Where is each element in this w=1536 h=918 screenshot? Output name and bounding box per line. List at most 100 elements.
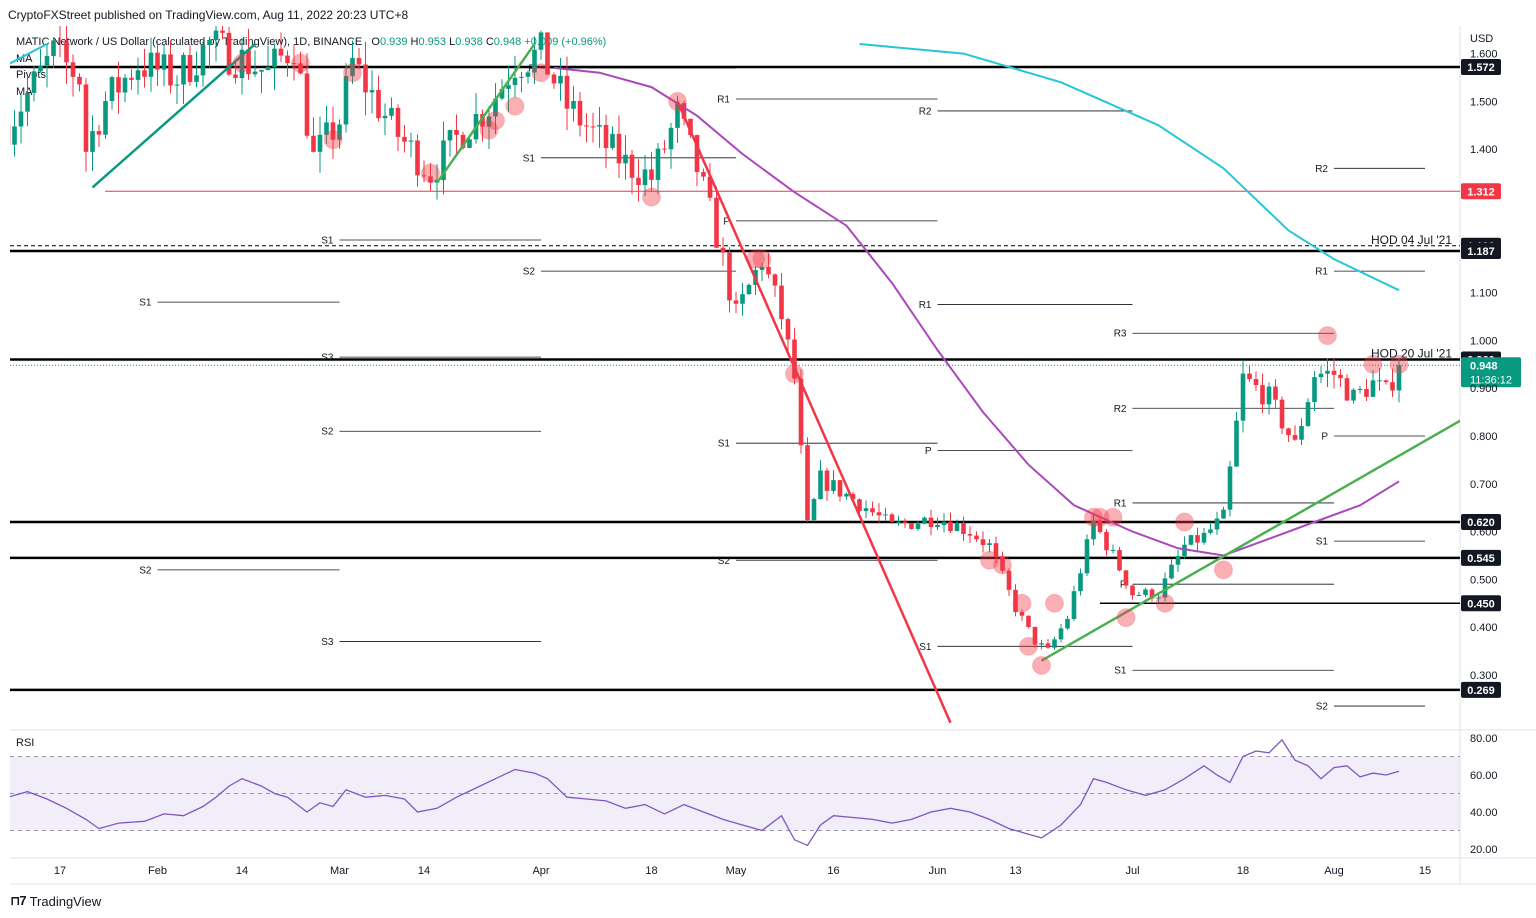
key-level-tag — [1461, 58, 1501, 75]
pivot-label: R2 — [1315, 164, 1328, 175]
candle — [928, 509, 934, 536]
candle — [714, 186, 719, 249]
candle-body — [161, 54, 167, 70]
time-tick-label: 18 — [645, 865, 657, 877]
candle-body — [70, 62, 76, 77]
rsi-label: RSI — [16, 737, 34, 749]
candle — [909, 522, 914, 530]
candle — [616, 115, 622, 179]
key-level-value: 1.572 — [1467, 62, 1495, 74]
pivot-label: S3 — [321, 353, 334, 364]
candle-body — [597, 125, 602, 127]
candle-body — [928, 517, 934, 527]
key-level-tag — [1461, 595, 1501, 612]
candle-body — [493, 98, 498, 117]
candle-body — [1247, 373, 1252, 380]
candle-body — [395, 107, 401, 137]
candle-body — [116, 77, 121, 93]
highlight-marker — [1318, 326, 1337, 346]
candle — [1305, 398, 1311, 427]
candle — [1273, 379, 1278, 408]
key-level-value: 0.450 — [1467, 598, 1495, 610]
candle — [311, 117, 316, 153]
candle — [733, 291, 739, 314]
highlight-marker — [505, 96, 525, 116]
candle-body — [668, 127, 674, 150]
candle-body — [649, 169, 654, 180]
candle — [1370, 370, 1376, 398]
key-level-value: 0.269 — [1467, 685, 1495, 697]
candle-body — [629, 154, 635, 178]
candle — [356, 48, 362, 70]
candle — [1026, 615, 1031, 629]
price-tick-label: 0.700 — [1470, 479, 1498, 491]
candle-body — [142, 70, 147, 77]
candle-body — [1214, 518, 1220, 530]
candle — [629, 149, 635, 195]
candle — [649, 151, 654, 192]
candle — [447, 129, 453, 157]
candle-body — [1240, 373, 1246, 421]
candle-body — [226, 32, 232, 75]
candle — [1006, 568, 1012, 597]
candle-body — [77, 76, 82, 85]
candle — [1078, 568, 1083, 596]
price-tick-label: 0.600 — [1470, 527, 1498, 539]
pivot-label: S2 — [718, 556, 731, 567]
candle — [785, 317, 791, 354]
candle — [506, 66, 511, 112]
candle — [837, 479, 843, 502]
candle — [129, 69, 134, 90]
candle-body — [1149, 589, 1155, 599]
candle — [454, 114, 459, 155]
candle-body — [246, 49, 251, 75]
pivot-label: R1 — [717, 95, 730, 106]
candle-body — [298, 63, 303, 74]
candle-body — [1344, 378, 1350, 401]
candle — [486, 106, 492, 149]
candle-body — [655, 148, 661, 180]
candle-body — [876, 512, 882, 516]
candle-body — [948, 521, 953, 532]
highlight-marker — [1019, 636, 1038, 656]
key-level-value: 1.312 — [1467, 186, 1495, 198]
publisher-line: CryptoFXStreet published on TradingView.… — [8, 8, 409, 22]
indicator-pivots[interactable]: Pivots — [16, 69, 46, 81]
pivot-label: S1 — [139, 298, 152, 309]
price-tick-label: 1.500 — [1470, 96, 1498, 108]
candle-body — [941, 521, 947, 525]
candle — [681, 100, 687, 126]
candle — [1338, 369, 1343, 387]
candle-body — [831, 480, 836, 491]
candle — [1396, 357, 1402, 403]
candle-body — [1013, 589, 1018, 613]
tradingview-logo[interactable]: ⊓7 TradingView — [10, 893, 101, 909]
candle — [1201, 527, 1207, 545]
highlight-marker — [993, 555, 1012, 575]
candle — [662, 140, 667, 154]
pivot-label: S1 — [718, 439, 731, 450]
candle-body — [1097, 520, 1103, 533]
candle — [519, 71, 524, 93]
candle — [278, 32, 284, 62]
highlight-marker — [343, 63, 362, 83]
candle — [1331, 359, 1337, 389]
candle-body — [1026, 615, 1031, 627]
currency-label: USD — [1470, 33, 1493, 45]
indicator-ma-1[interactable]: MA — [16, 52, 33, 65]
candle-body — [122, 77, 128, 93]
candle-body — [1065, 618, 1070, 629]
candle — [1013, 584, 1018, 617]
candle — [1377, 368, 1382, 391]
candle-body — [642, 169, 648, 186]
pivot-label: S1 — [321, 236, 334, 247]
pivot-label: S3 — [321, 637, 334, 648]
candle-body — [675, 103, 680, 128]
symbol-row[interactable]: MATIC Network / US Dollar (calculated by… — [16, 34, 606, 51]
price-tick-label: 0.300 — [1470, 670, 1498, 682]
candle-body — [369, 90, 375, 93]
candle — [57, 26, 63, 57]
time-tick-label: Feb — [148, 865, 167, 877]
candle — [1019, 609, 1025, 621]
